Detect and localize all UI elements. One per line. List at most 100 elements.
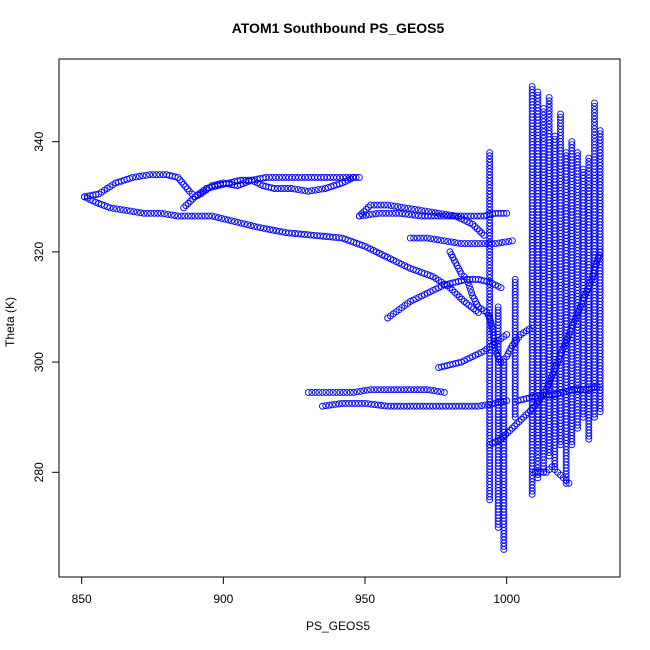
data-point [574,152,581,160]
data-point [208,212,216,220]
data-point [508,237,516,245]
data-point [263,225,271,233]
data-point [380,386,388,394]
data-point [451,288,459,296]
data-point [358,210,366,218]
data-point [250,222,258,230]
data-point [564,334,572,342]
data-point [455,293,463,301]
data-point [486,152,494,160]
x-tick-label: 950 [355,592,375,606]
data-point [357,387,364,395]
data-point [545,120,553,128]
data-point [369,210,377,218]
data-point [421,207,429,215]
data-point [486,290,494,298]
data-point [588,275,596,283]
data-point [322,402,330,410]
data-point [363,386,371,394]
data-point [581,291,589,299]
data-point [465,301,473,309]
data-point [540,468,547,476]
data-point [465,282,473,290]
data-point [205,212,213,220]
data-point [272,174,280,181]
data-point [404,204,412,212]
data-point [500,361,508,369]
data-point [351,399,359,407]
data-point [416,402,424,410]
data-point [594,254,602,262]
data-point [511,422,519,430]
data-point [353,388,361,396]
data-point [545,100,553,108]
data-point [198,212,206,220]
data-point [184,199,192,207]
data-point [473,212,481,220]
data-point [403,402,411,410]
data-point [392,209,400,217]
data-point [474,240,482,248]
data-point [413,234,421,242]
data-point [569,321,577,329]
data-point [180,204,188,212]
data-point [391,202,398,210]
data-point [434,236,441,244]
data-point [275,227,283,235]
data-point [129,174,137,181]
data-point [476,227,483,235]
data-point [332,400,340,408]
data-point [420,386,428,394]
data-point [593,383,601,391]
data-point [371,401,379,409]
data-point [311,186,319,194]
y-tick-label: 300 [32,352,46,372]
data-point [579,297,587,305]
data-point [485,240,492,248]
data-point [503,209,511,217]
data-point [370,201,378,209]
data-points [81,83,604,553]
data-point [427,235,435,243]
data-point [377,386,385,394]
chart-title: ATOM1 Southbound PS_GEOS5 [232,20,445,36]
data-point [545,110,553,118]
data-point [520,413,528,421]
data-point [404,386,411,394]
data-point [147,209,155,217]
data-point [440,237,448,245]
data-point [284,185,292,192]
data-point [590,269,598,277]
data-point [191,212,199,220]
data-point [418,207,426,214]
data-point [348,399,356,407]
data-point [325,401,333,409]
data-point [176,176,184,184]
data-point [336,174,344,181]
data-point [388,209,396,217]
data-point [503,331,511,338]
data-point [137,209,145,217]
data-point [345,399,353,407]
data-point [360,387,368,395]
data-point [244,221,252,229]
data-point [281,185,288,192]
data-point [574,149,581,157]
data-point [534,88,542,96]
data-point [113,205,121,213]
data-point [346,388,354,396]
data-point [188,212,196,220]
data-point [237,219,245,227]
data-point [435,209,443,217]
data-point [486,258,494,266]
data-point [367,201,375,209]
data-point [221,215,229,223]
data-point [442,402,450,410]
data-point [387,386,395,394]
data-point [431,209,439,217]
data-point [527,407,534,415]
data-point [146,171,154,179]
data-point [506,426,514,434]
data-point [466,285,474,293]
data-point [380,402,388,410]
